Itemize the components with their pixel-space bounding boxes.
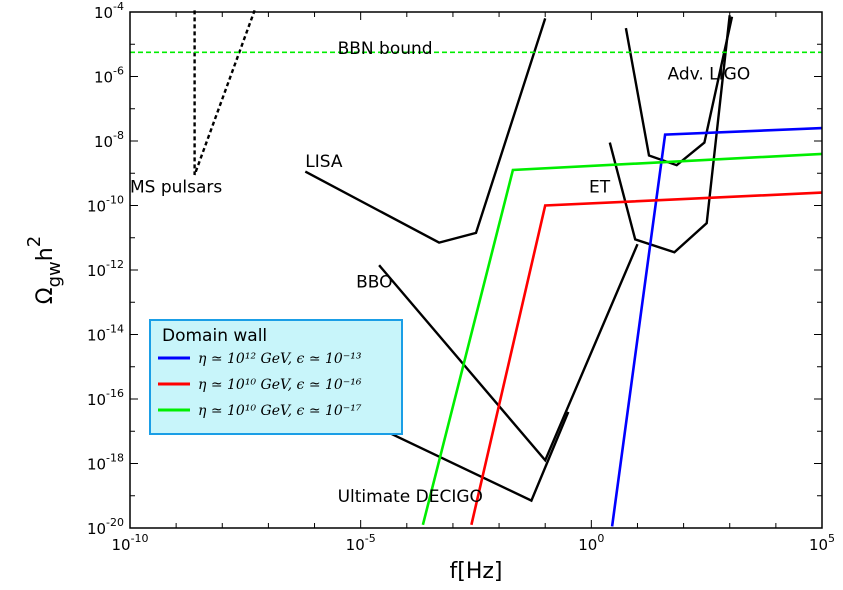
y-tick-label-3: 10-14	[87, 323, 124, 345]
curve-label-2: ET	[589, 178, 611, 198]
y-tick-label-0: 10-20	[87, 516, 124, 538]
y-tick-label-8: 10-4	[94, 0, 124, 22]
curve-label-5: MS pulsars	[130, 178, 222, 198]
series-line-2	[421, 152, 823, 526]
legend: Domain wall η ≃ 10¹² GeV, ϵ ≃ 10⁻¹³η ≃ 1…	[149, 319, 403, 435]
sensitivity-curve-2	[608, 15, 731, 254]
curve-label-0: LISA	[305, 152, 343, 172]
series-line-1	[470, 191, 823, 526]
sensitivity-curve-0	[304, 18, 547, 244]
x-tick-label-3: 105	[809, 532, 835, 554]
svg-text:Ωgwh2: Ωgwh2	[24, 236, 65, 304]
curve-label-1: Adv. LIGO	[668, 65, 751, 85]
y-tick-label-5: 10-10	[87, 194, 124, 216]
y-tick-label-1: 10-18	[87, 452, 124, 474]
x-tick-label-1: 10-5	[346, 532, 376, 554]
legend-entry-1: η ≃ 10¹⁰ GeV, ϵ ≃ 10⁻¹⁶	[198, 377, 362, 393]
x-axis-label: f[Hz]	[449, 559, 502, 584]
legend-entry-0: η ≃ 10¹² GeV, ϵ ≃ 10⁻¹³	[198, 351, 362, 367]
y-axis-label: Ωgwh2	[24, 236, 65, 304]
series-line-0	[610, 126, 823, 527]
plot-area: 10-10 10-5 100 105 10-20 10-18 10-16 10-14 10-12…	[87, 0, 835, 554]
y-tick-label-2: 10-16	[87, 387, 124, 409]
tick-group: 10-10 10-5 100 105 10-20 10-18 10-16 10-14 10-12…	[87, 0, 835, 554]
y-tick-label-7: 10-6	[94, 65, 124, 87]
plot-frame	[129, 11, 823, 529]
sensitivity-curve-4	[378, 411, 570, 503]
y-tick-label-6: 10-8	[94, 129, 124, 151]
curve-label-4: Ultimate DECIGO	[338, 487, 483, 507]
y-tick-label-4: 10-12	[87, 258, 124, 280]
sensitivity-curve-1	[624, 16, 734, 167]
legend-box	[149, 319, 403, 435]
legend-entries: η ≃ 10¹² GeV, ϵ ≃ 10⁻¹³ η ≃ 10¹⁰ GeV, ϵ ≃…	[158, 351, 362, 419]
annotation-group: LISA Adv. LIGO ET BBO Ultimate DECIGO MS puls…	[130, 39, 750, 507]
sensitivity-curve-5	[193, 9, 256, 176]
legend-title: Domain wall	[162, 326, 267, 346]
curve-label-3: BBO	[356, 273, 392, 293]
curve-label-6: BBN bound	[338, 39, 433, 59]
legend-entry-2: η ≃ 10¹⁰ GeV, ϵ ≃ 10⁻¹⁷	[198, 403, 362, 419]
sensitivity-curve-3	[378, 243, 639, 463]
curve-group	[130, 9, 823, 527]
x-tick-label-2: 100	[578, 532, 604, 554]
x-tick-label-0: 10-10	[111, 532, 148, 554]
